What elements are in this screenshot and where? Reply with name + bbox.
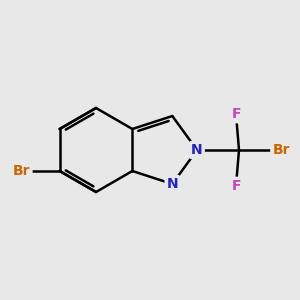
Text: F: F — [231, 107, 241, 121]
Text: Br: Br — [13, 164, 31, 178]
Text: Br: Br — [272, 143, 290, 157]
Text: N: N — [191, 143, 203, 157]
Text: N: N — [167, 177, 178, 191]
Text: F: F — [231, 179, 241, 193]
